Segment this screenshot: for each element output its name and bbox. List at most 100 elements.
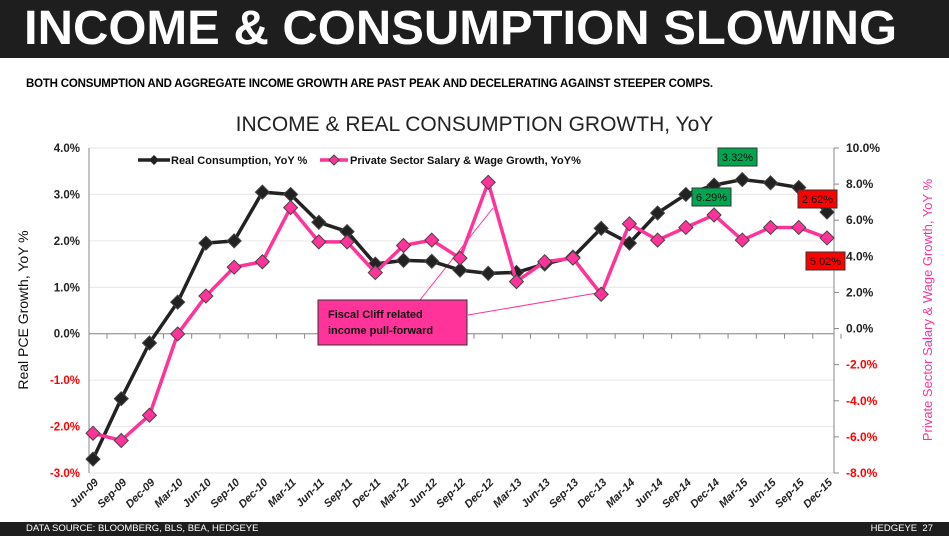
- x-tick-label: Jun-13: [519, 477, 553, 511]
- y2-tick-label: 10.0%: [846, 141, 880, 155]
- legend-label-wage: Private Sector Salary & Wage Growth, YoY…: [350, 155, 581, 167]
- data-point-wage: [819, 230, 835, 246]
- data-point-wage: [678, 219, 694, 236]
- x-tick-label: Jun-11: [294, 477, 327, 510]
- footer-brand: HEDGEYE 27: [871, 522, 933, 536]
- x-tick-label: Dec-13: [575, 477, 609, 511]
- y-tick-label: 3.0%: [54, 189, 80, 201]
- data-point-wage: [85, 425, 101, 441]
- data-point-consumption: [593, 220, 609, 237]
- data-point-wage: [113, 432, 129, 449]
- data-point-wage: [282, 199, 299, 216]
- value-label: 3.32%: [722, 152, 753, 164]
- data-point-consumption: [311, 214, 327, 230]
- data-point-wage: [198, 288, 214, 304]
- data-point-wage: [395, 237, 412, 254]
- data-point-wage: [254, 254, 271, 270]
- x-tick-label: Dec-14: [688, 477, 722, 511]
- y2-tick-label: 2.0%: [846, 285, 874, 299]
- data-point-consumption: [649, 205, 666, 221]
- data-point-consumption: [621, 235, 638, 251]
- y-tick-label: 1.0%: [54, 282, 80, 294]
- y2-tick-label: 4.0%: [846, 249, 874, 263]
- value-label-box: [805, 251, 846, 271]
- x-tick-label: Jun-10: [180, 476, 214, 510]
- x-tick-label: Dec-15: [801, 476, 836, 511]
- data-point-consumption: [819, 204, 835, 220]
- callout-text-line: income pull-forward: [328, 325, 433, 337]
- data-point-wage: [536, 254, 553, 270]
- x-tick-label: Sep-10: [208, 476, 243, 511]
- data-point-wage: [480, 174, 496, 191]
- y-tick-label: 4.0%: [54, 143, 80, 155]
- value-label-box: [797, 189, 838, 209]
- x-tick-label: Sep-11: [322, 477, 355, 510]
- y-tick-label: -3.0%: [50, 468, 80, 480]
- data-point-wage: [339, 234, 355, 250]
- data-point-wage: [593, 286, 609, 302]
- x-tick-label: Mar-11: [266, 477, 299, 510]
- data-point-consumption: [395, 252, 412, 269]
- legend-marker-wage: [328, 154, 340, 166]
- data-point-wage: [565, 250, 581, 266]
- brand-name: HEDGEYE: [870, 523, 918, 534]
- callout-leader: [467, 291, 604, 316]
- data-point-wage: [621, 216, 638, 232]
- x-tick-label: Dec-11: [350, 477, 383, 510]
- callout-box: [317, 299, 468, 346]
- footer-bar: DATA SOURCE: BLOOMBERG, BLS, BEA, HEDGEY…: [0, 522, 949, 536]
- data-point-wage: [649, 232, 666, 248]
- data-point-wage: [734, 232, 751, 248]
- header-bar: INCOME & CONSUMPTION SLOWING: [0, 0, 949, 58]
- y2-tick-label: -2.0%: [846, 358, 878, 372]
- x-tick-label: Jun-09: [68, 476, 102, 510]
- x-tick-label: Sep-12: [434, 477, 468, 511]
- data-point-wage: [226, 259, 242, 275]
- x-tick-label: Dec-12: [462, 477, 496, 511]
- data-point-consumption: [762, 175, 779, 191]
- data-point-consumption: [113, 391, 129, 407]
- data-point-consumption: [452, 262, 468, 278]
- data-point-consumption: [198, 235, 214, 251]
- x-tick-label: Sep-09: [95, 476, 130, 511]
- x-tick-label: Dec-10: [237, 476, 272, 511]
- data-point-consumption: [226, 233, 242, 249]
- data-point-wage: [424, 232, 440, 248]
- y-tick-label: -2.0%: [50, 422, 80, 434]
- y2-axis-title: Private Sector Salary & Wage Growth, YoY…: [920, 178, 935, 441]
- legend-marker-consumption: [149, 155, 159, 165]
- value-label: 5.02%: [810, 256, 841, 268]
- x-tick-label: Mar-13: [491, 477, 525, 511]
- y2-tick-label: -8.0%: [846, 466, 878, 480]
- y2-tick-label: 0.0%: [846, 322, 874, 336]
- x-tick-label: Jun-14: [632, 477, 666, 511]
- data-point-wage: [452, 250, 468, 266]
- page-subtitle: BOTH CONSUMPTION AND AGGREGATE INCOME GR…: [26, 78, 713, 90]
- data-point-wage: [169, 326, 186, 342]
- data-point-consumption: [480, 265, 496, 282]
- data-point-wage: [367, 264, 384, 281]
- data-point-consumption: [424, 253, 440, 269]
- data-point-consumption: [254, 184, 271, 200]
- x-tick-label: Sep-15: [773, 476, 808, 511]
- y-tick-label: 0.0%: [54, 329, 80, 341]
- y2-tick-label: -4.0%: [846, 394, 878, 408]
- page-number: 27: [922, 523, 933, 534]
- page-title: INCOME & CONSUMPTION SLOWING: [24, 2, 898, 55]
- x-tick-label: Jun-12: [406, 477, 440, 511]
- data-point-wage: [791, 219, 807, 236]
- data-point-wage: [706, 207, 722, 223]
- y-tick-label: 2.0%: [54, 236, 80, 248]
- data-point-consumption: [169, 294, 186, 310]
- value-label-box: [691, 187, 732, 207]
- data-point-wage: [762, 219, 779, 236]
- legend-label-consumption: Real Consumption, YoY %: [171, 155, 308, 167]
- data-point-wage: [508, 273, 525, 290]
- x-tick-label: Dec-09: [124, 476, 159, 511]
- data-point-consumption: [141, 335, 158, 351]
- data-point-wage: [141, 407, 158, 423]
- y-tick-label: -1.0%: [50, 375, 80, 387]
- x-tick-label: Sep-14: [660, 477, 694, 511]
- data-point-consumption: [734, 171, 751, 188]
- y2-tick-label: 8.0%: [846, 177, 874, 191]
